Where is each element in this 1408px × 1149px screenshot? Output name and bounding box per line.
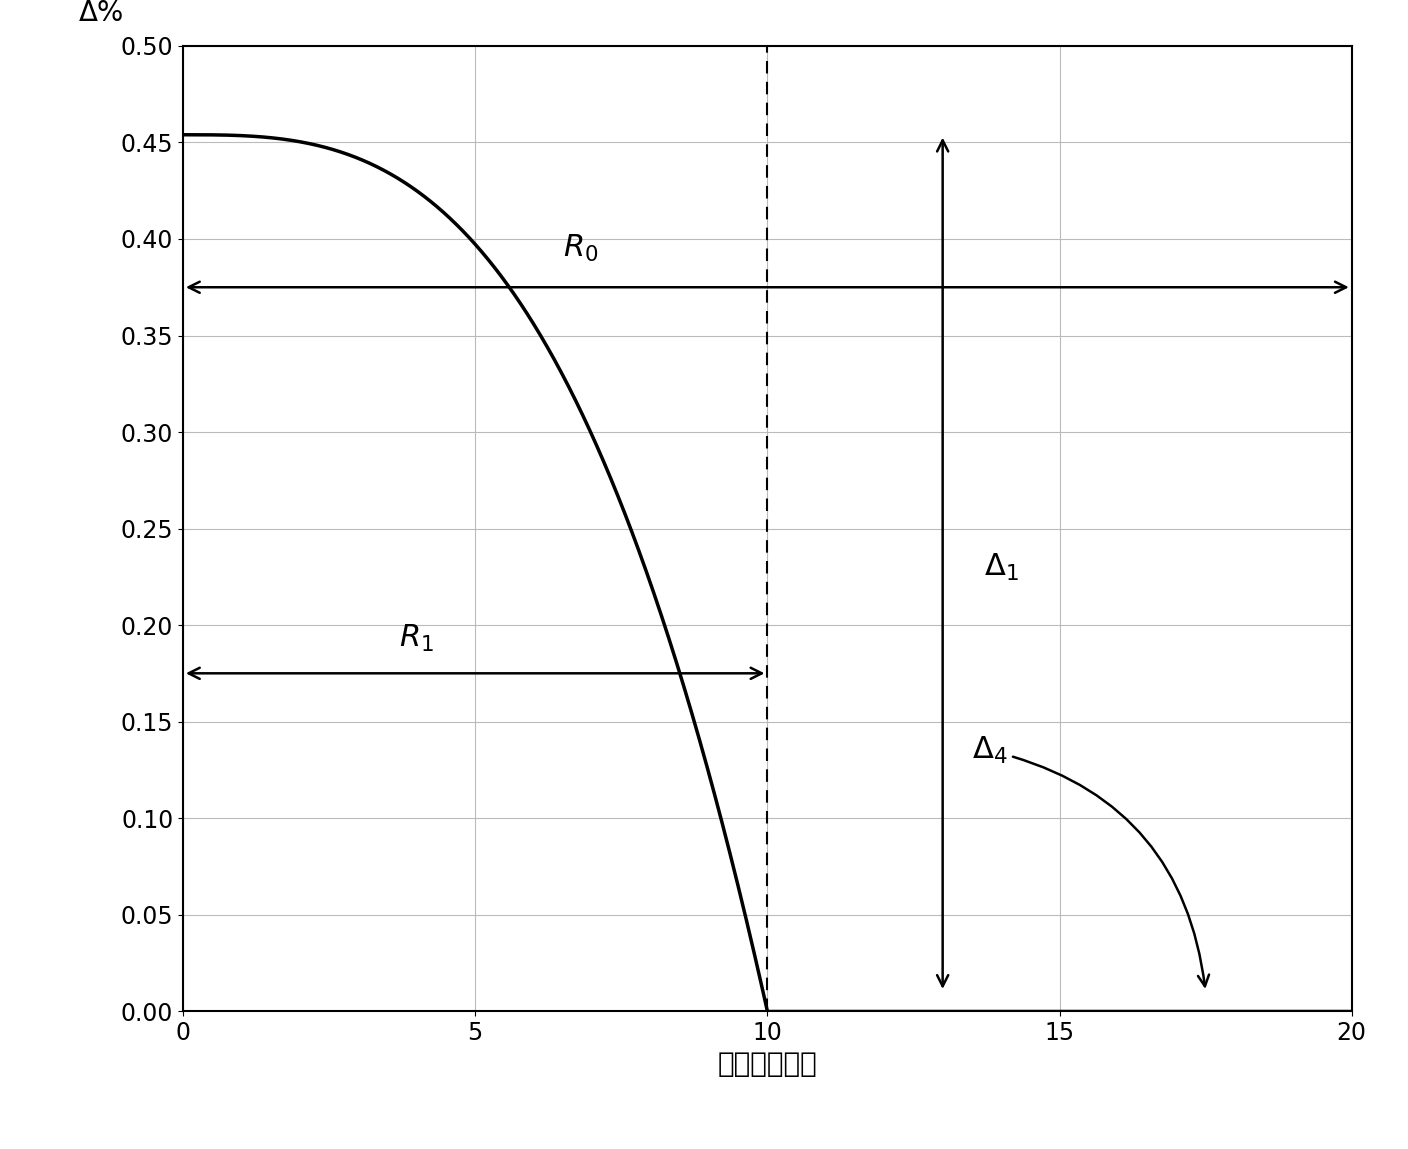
- Text: $\Delta_{1}$: $\Delta_{1}$: [984, 552, 1018, 583]
- Text: $\Delta_{4}$: $\Delta_{4}$: [972, 735, 1209, 986]
- Text: $R_{1}$: $R_{1}$: [400, 623, 434, 654]
- Text: $R_{0}$: $R_{0}$: [563, 233, 598, 264]
- X-axis label: 半径（微米）: 半径（微米）: [718, 1050, 817, 1079]
- Y-axis label: Δ%: Δ%: [79, 0, 124, 26]
